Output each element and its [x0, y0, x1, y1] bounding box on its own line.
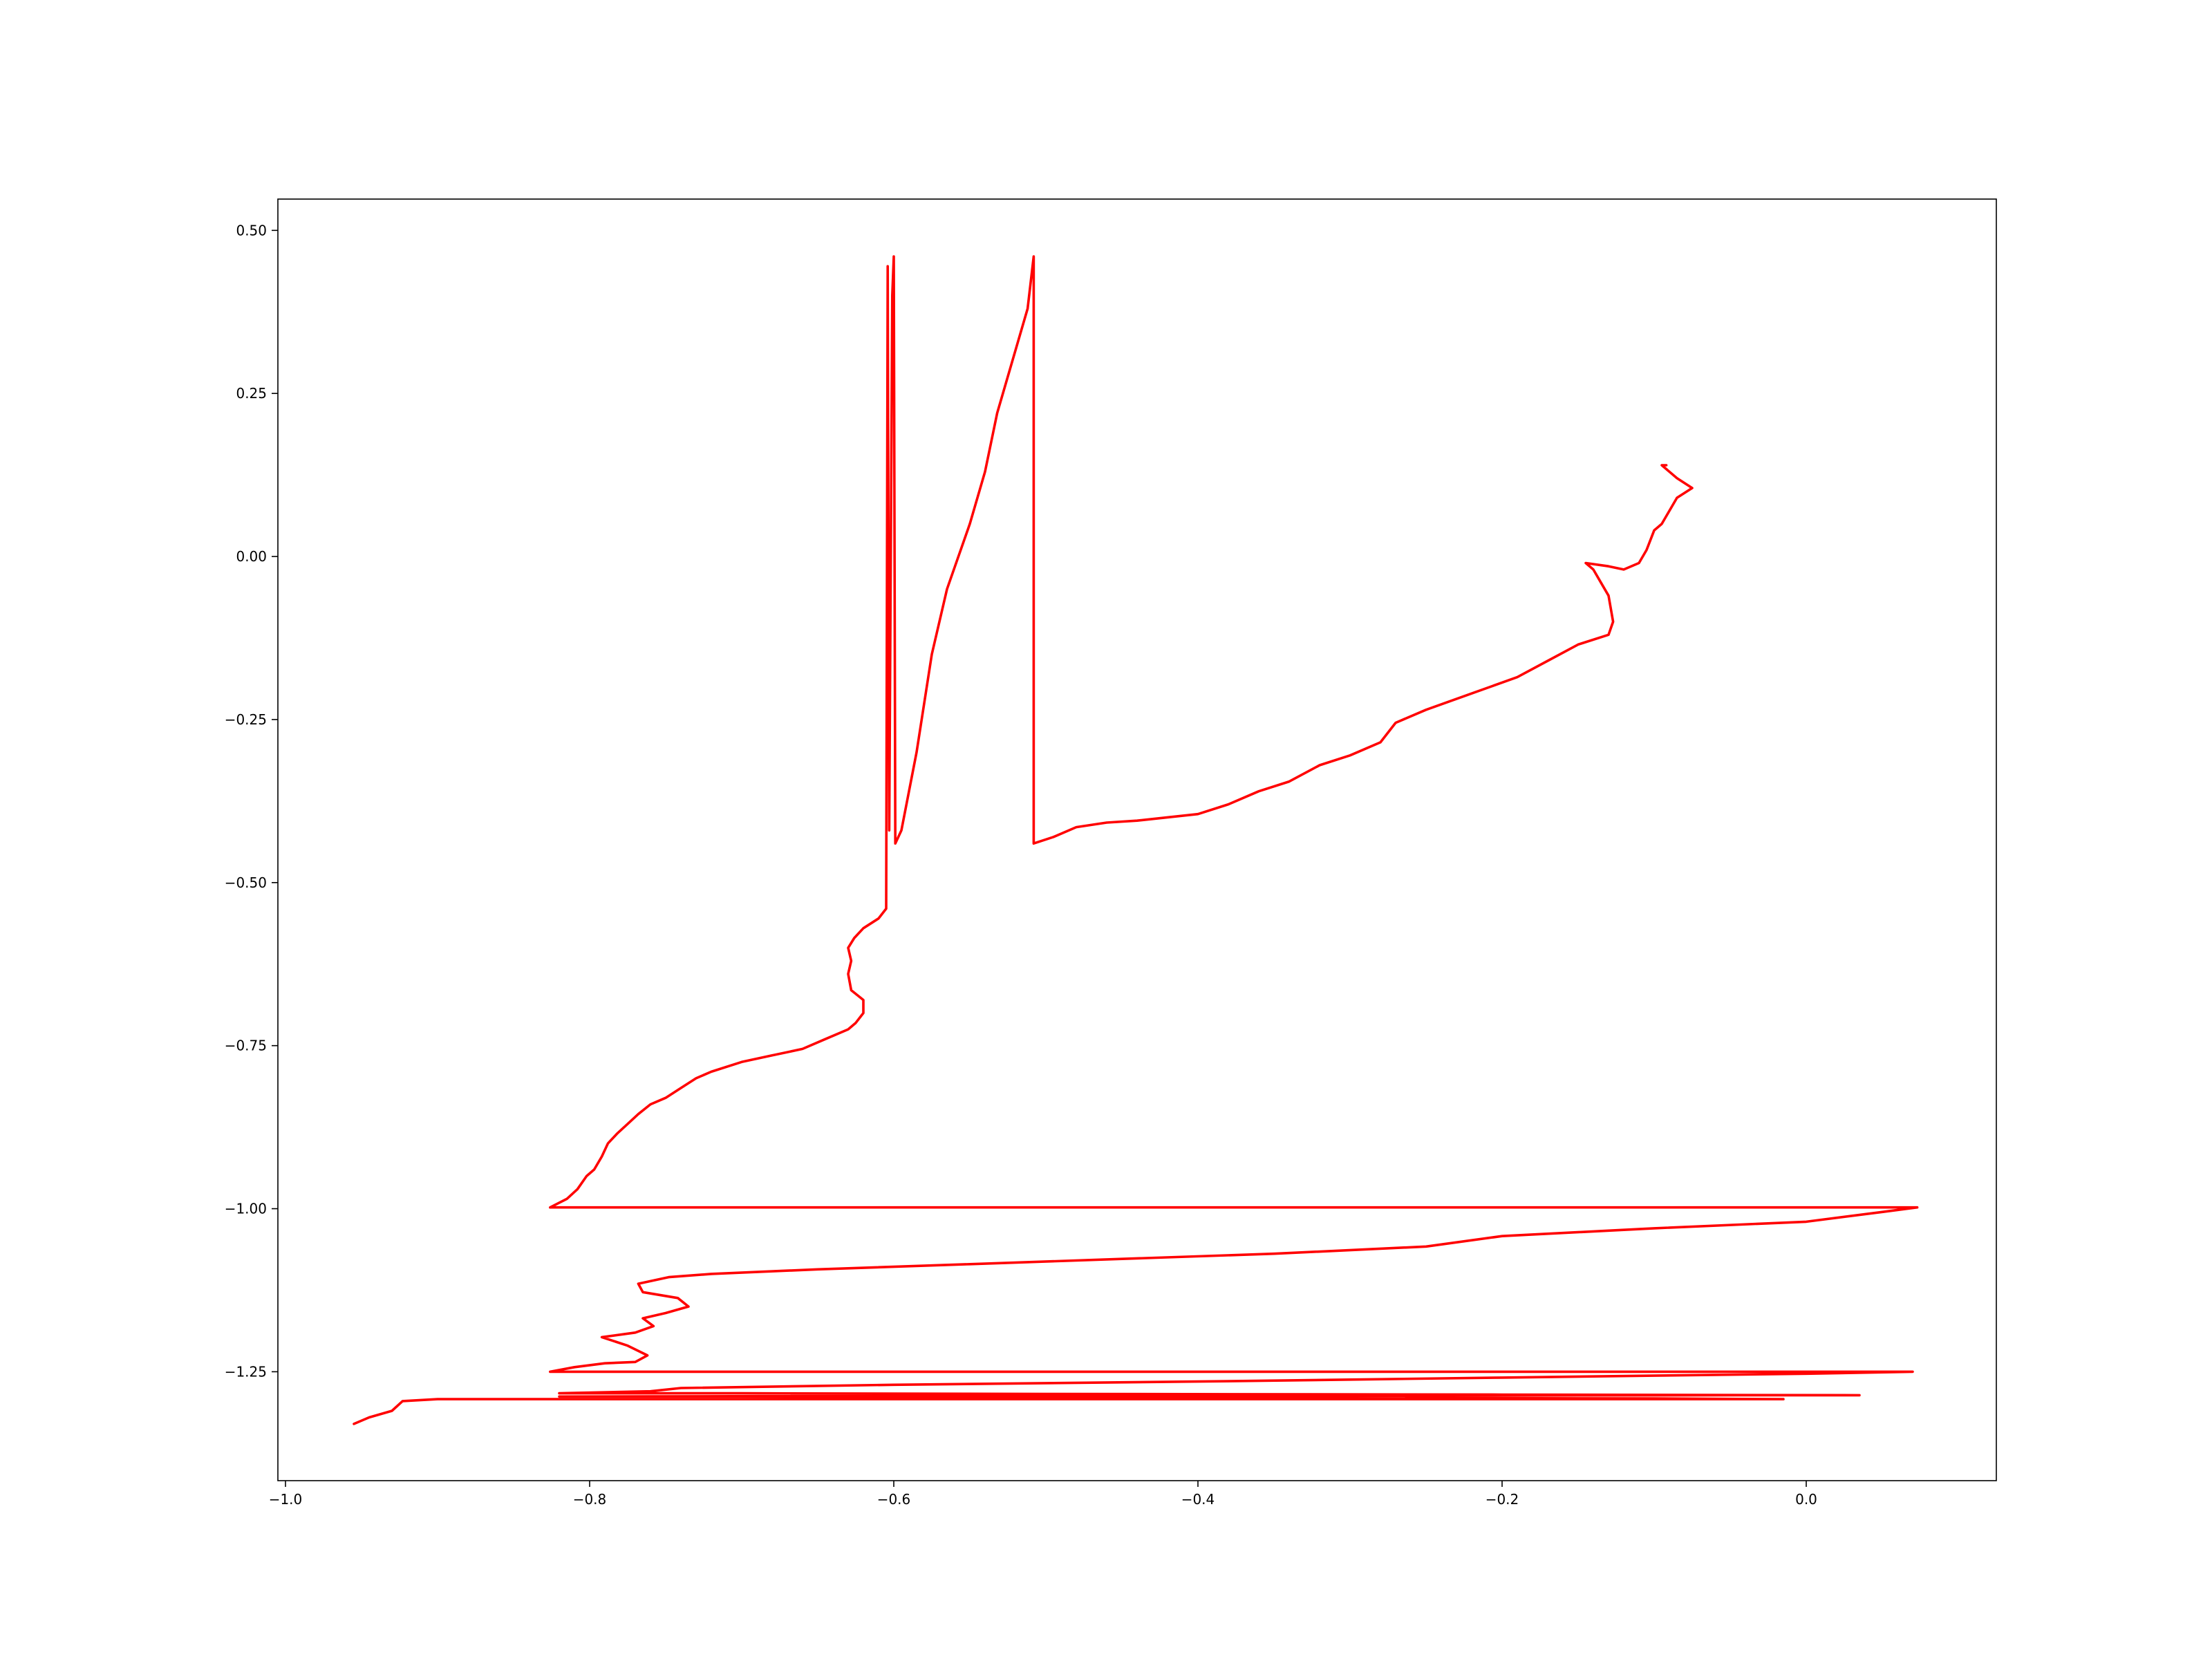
y-tick-label: 0.50 — [236, 222, 267, 238]
series-line-0 — [353, 255, 1919, 1425]
y-tick-label: −0.50 — [225, 874, 267, 891]
x-tick-label: −0.2 — [1485, 1491, 1519, 1508]
x-tick-label: −0.8 — [573, 1491, 607, 1508]
x-tick-label: −1.0 — [269, 1491, 303, 1508]
x-tick-label: −0.6 — [877, 1491, 911, 1508]
x-tick-label: 0.0 — [1795, 1491, 1817, 1508]
plot-area — [353, 255, 1919, 1425]
axes-frame — [277, 198, 1997, 1481]
y-tick-label: 0.00 — [236, 548, 267, 565]
y-tick-label: 0.25 — [236, 385, 267, 402]
y-tick-label: −1.00 — [225, 1201, 267, 1217]
x-axis: −1.0 −0.8 −0.6 −0.4 −0.2 0.0 — [269, 1481, 1817, 1508]
y-tick-label: −1.25 — [225, 1363, 267, 1380]
y-tick-label: −0.25 — [225, 711, 267, 728]
y-axis: 0.50 0.25 0.00 −0.25 −0.50 −0.75 −1.00 −1.25 — [225, 222, 278, 1380]
y-tick-label: −0.75 — [225, 1038, 267, 1054]
x-tick-label: −0.4 — [1181, 1491, 1215, 1508]
